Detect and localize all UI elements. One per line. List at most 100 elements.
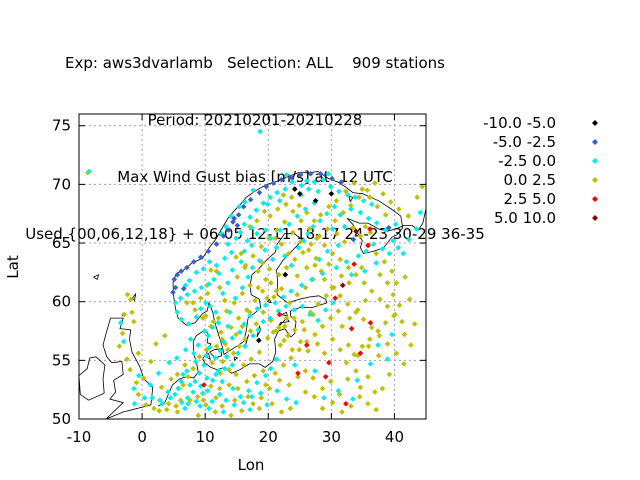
data-point — [231, 402, 238, 408]
data-point — [259, 260, 266, 266]
data-point — [190, 389, 196, 395]
data-point — [400, 250, 407, 257]
data-point — [338, 273, 345, 279]
data-point — [235, 212, 242, 218]
data-point — [236, 203, 243, 210]
legend-marker — [592, 177, 598, 183]
data-point — [209, 359, 215, 366]
data-point — [225, 227, 232, 233]
data-point — [252, 297, 258, 304]
coastline — [93, 273, 100, 281]
data-point — [364, 187, 371, 194]
data-point — [377, 271, 383, 278]
data-point — [329, 226, 336, 232]
data-point — [344, 301, 351, 307]
data-point — [353, 228, 359, 235]
data-point — [295, 373, 301, 380]
legend-label: 5.0 10.0 — [494, 209, 556, 227]
data-point — [280, 192, 287, 198]
data-point — [345, 264, 352, 271]
data-point — [192, 378, 198, 385]
data-point — [350, 224, 356, 231]
data-point — [336, 188, 342, 195]
data-point — [184, 368, 190, 374]
data-point — [365, 373, 371, 380]
data-point — [225, 280, 231, 286]
data-point — [358, 264, 365, 271]
data-point — [148, 358, 154, 365]
data-point — [272, 235, 279, 242]
grid-lines — [79, 114, 426, 419]
data-point — [269, 400, 275, 407]
data-point — [341, 223, 348, 230]
data-point — [315, 317, 321, 324]
data-point — [249, 264, 256, 271]
title-line-used: Used {00,06,12,18} + 06-05 12-11 18-17 2… — [25, 225, 485, 243]
data-point — [220, 290, 226, 297]
data-point — [374, 203, 381, 210]
data-point — [356, 194, 362, 201]
data-point — [235, 315, 242, 321]
data-point — [233, 331, 239, 338]
data-point — [365, 242, 371, 249]
data-point — [346, 280, 352, 286]
data-point — [274, 189, 280, 196]
data-point — [367, 336, 373, 343]
data-point — [344, 192, 351, 198]
y-tick-label: 60 — [52, 293, 71, 311]
data-point — [173, 355, 180, 361]
y-axis-label: Lat — [4, 255, 22, 279]
data-point — [291, 186, 298, 192]
data-point — [199, 390, 206, 396]
coastline — [79, 356, 106, 401]
data-point — [368, 288, 375, 294]
data-point — [273, 328, 279, 334]
data-point — [327, 315, 334, 321]
data-point — [209, 377, 216, 384]
data-point — [283, 264, 290, 271]
data-point — [242, 199, 248, 205]
data-point — [136, 372, 142, 379]
data-point — [264, 335, 271, 341]
data-point — [345, 342, 352, 348]
data-point — [324, 226, 331, 232]
data-point — [180, 371, 186, 378]
data-point — [399, 318, 405, 325]
data-point — [316, 256, 323, 263]
data-point — [256, 349, 263, 355]
data-point — [353, 368, 359, 374]
data-point — [360, 198, 367, 204]
data-point — [237, 393, 244, 400]
data-point — [343, 188, 349, 195]
data-point — [206, 405, 212, 412]
data-point — [171, 276, 178, 283]
data-point — [216, 391, 223, 398]
data-point — [174, 371, 181, 378]
data-point — [278, 285, 285, 292]
data-point — [206, 259, 213, 265]
data-point — [269, 256, 276, 263]
data-point — [283, 396, 290, 402]
data-point — [213, 371, 219, 378]
data-point — [283, 172, 290, 178]
data-point — [187, 382, 193, 388]
data-point — [298, 282, 305, 289]
data-point — [170, 289, 176, 296]
data-point — [278, 241, 285, 248]
data-point — [291, 327, 298, 333]
data-point — [184, 291, 191, 298]
data-point — [303, 264, 310, 271]
data-point — [251, 372, 258, 379]
data-point — [241, 221, 248, 228]
data-point — [219, 378, 226, 385]
data-point — [239, 284, 246, 291]
data-point — [143, 402, 149, 408]
data-point — [221, 255, 228, 262]
data-point — [314, 235, 320, 242]
data-point — [326, 359, 332, 366]
data-point — [247, 328, 254, 334]
data-point — [266, 385, 273, 392]
data-point — [262, 382, 269, 388]
data-point — [141, 395, 148, 401]
data-point — [288, 194, 295, 201]
